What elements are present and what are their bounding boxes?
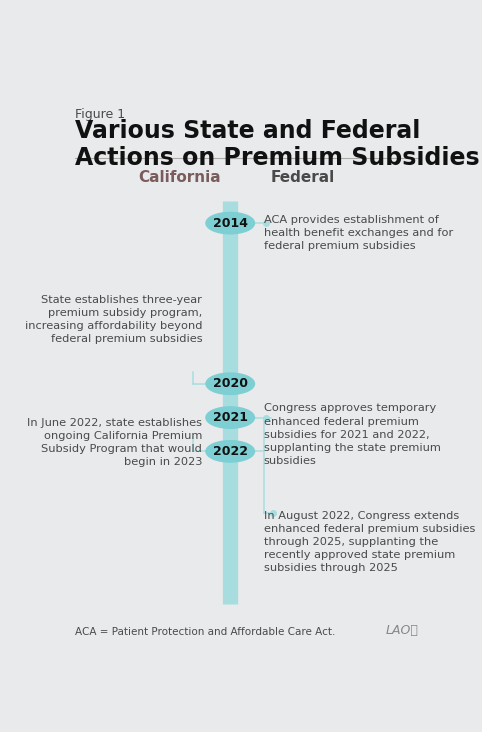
Text: Federal: Federal xyxy=(271,170,335,184)
Text: In June 2022, state establishes
ongoing California Premium
Subsidy Program that : In June 2022, state establishes ongoing … xyxy=(27,417,202,467)
Text: ACA provides establishment of
health benefit exchanges and for
federal premium s: ACA provides establishment of health ben… xyxy=(264,214,453,251)
Text: ACA = Patient Protection and Affordable Care Act.: ACA = Patient Protection and Affordable … xyxy=(75,627,335,638)
Text: 2014: 2014 xyxy=(213,217,248,230)
Ellipse shape xyxy=(206,407,254,428)
Text: LAO⩴: LAO⩴ xyxy=(386,624,419,638)
Text: Congress approves temporary
enhanced federal premium
subsidies for 2021 and 2022: Congress approves temporary enhanced fed… xyxy=(264,403,441,466)
Text: 2021: 2021 xyxy=(213,411,248,424)
Text: 2022: 2022 xyxy=(213,445,248,458)
Ellipse shape xyxy=(206,441,254,462)
Text: California: California xyxy=(138,170,221,184)
Text: 2020: 2020 xyxy=(213,377,248,390)
Ellipse shape xyxy=(206,212,254,234)
Text: State establishes three-year
premium subsidy program,
increasing affordability b: State establishes three-year premium sub… xyxy=(25,295,202,344)
Text: Various State and Federal
Actions on Premium Subsidies: Various State and Federal Actions on Pre… xyxy=(75,119,480,170)
Text: Figure 1: Figure 1 xyxy=(75,108,125,121)
Text: In August 2022, Congress extends
enhanced federal premium subsidies
through 2025: In August 2022, Congress extends enhance… xyxy=(264,511,475,573)
Ellipse shape xyxy=(206,373,254,395)
